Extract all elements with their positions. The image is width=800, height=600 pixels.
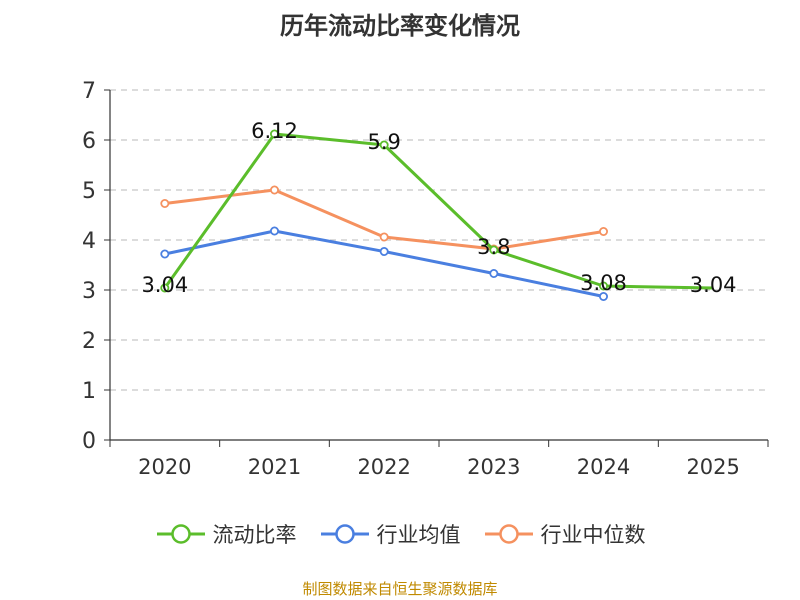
data-point [160, 249, 170, 259]
legend-label: 流动比率 [212, 523, 297, 547]
legend-item[interactable]: 行业均值 [319, 519, 461, 549]
legend-line-marker-icon [320, 524, 369, 544]
y-tick-label: 5 [82, 179, 96, 204]
data-label: 5.9 [367, 130, 400, 154]
series-line-1 [163, 132, 714, 290]
x-tick-label: 2021 [248, 455, 301, 479]
data-point [269, 226, 279, 236]
legend-label: 行业中位数 [540, 523, 646, 547]
y-tick-label: 2 [82, 329, 96, 354]
data-label: 3.8 [477, 235, 510, 259]
data-point [269, 185, 279, 195]
data-label: 3.08 [580, 271, 627, 295]
data-point [599, 226, 609, 236]
y-tick-label: 1 [82, 379, 96, 404]
data-point [160, 198, 170, 208]
x-tick-label: 2022 [357, 455, 410, 479]
data-point [379, 232, 389, 242]
data-point [489, 268, 499, 278]
legend-marker [334, 524, 355, 544]
chart-title: 历年流动比率变化情况 [280, 12, 520, 40]
legend-label: 行业均值 [376, 523, 461, 547]
data-label: 6.12 [251, 119, 298, 143]
chart-legend: 流动比率 行业均值 行业中位数 [0, 519, 800, 549]
data-point [379, 246, 389, 256]
legend-item[interactable]: 行业中位数 [483, 519, 646, 549]
x-tick-label: 2023 [467, 455, 520, 479]
data-point [160, 283, 170, 293]
x-tick-label: 2024 [577, 455, 630, 479]
data-point [379, 140, 389, 150]
data-point [599, 291, 609, 301]
data-point [599, 281, 609, 291]
legend-marker [170, 524, 191, 544]
data-point [269, 129, 279, 139]
legend-line-marker-icon [484, 524, 533, 544]
y-tick-label: 3 [82, 279, 96, 304]
x-tick-label: 2025 [686, 455, 739, 479]
y-tick-label: 4 [82, 229, 96, 254]
legend-line-marker-icon [156, 524, 205, 544]
data-label: 3.04 [690, 273, 737, 297]
data-label: 3.04 [141, 273, 188, 297]
source-note: 制图数据来自恒生聚源数据库 [302, 580, 498, 598]
legend-item[interactable]: 流动比率 [155, 519, 297, 549]
data-point [489, 245, 499, 255]
y-tick-label: 7 [82, 79, 96, 104]
y-tick-label: 0 [82, 429, 96, 454]
legend-marker [498, 524, 519, 544]
x-tick-label: 2020 [138, 455, 191, 479]
y-tick-label: 6 [82, 129, 96, 154]
